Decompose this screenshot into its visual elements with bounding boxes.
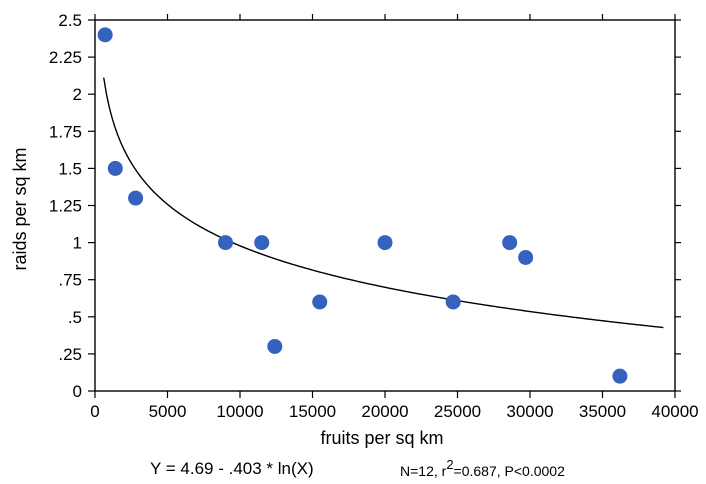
x-tick-label: 25000 bbox=[434, 402, 481, 421]
fit-stats-label: N=12, r2=0.687, P<0.0002 bbox=[400, 457, 565, 479]
data-point bbox=[128, 190, 144, 206]
plot-border bbox=[94, 19, 676, 392]
data-point bbox=[97, 27, 113, 43]
y-tick-label: .75 bbox=[58, 271, 82, 290]
fit-curve-layer bbox=[103, 77, 664, 329]
x-axis-title: fruits per sq km bbox=[320, 428, 443, 448]
data-point bbox=[502, 235, 518, 251]
y-tick-label: 2 bbox=[73, 85, 82, 104]
x-tick-label: 40000 bbox=[651, 402, 698, 421]
y-tick-label: .25 bbox=[58, 345, 82, 364]
y-tick-label: 0 bbox=[73, 382, 82, 401]
data-point bbox=[518, 249, 534, 265]
y-axis-title: raids per sq km bbox=[10, 147, 30, 270]
y-tick-label: 1.75 bbox=[49, 122, 82, 141]
data-point bbox=[267, 338, 283, 354]
y-tick-label: 1.25 bbox=[49, 197, 82, 216]
stats-r-superscript: 2 bbox=[446, 457, 453, 472]
x-tick-label: 5000 bbox=[149, 402, 187, 421]
y-tick-label: 1 bbox=[73, 234, 82, 253]
data-point bbox=[377, 235, 393, 251]
fit-equation-label: Y = 4.69 - .403 * ln(X) bbox=[150, 459, 314, 478]
x-tick-label: 30000 bbox=[506, 402, 553, 421]
data-point bbox=[612, 368, 628, 384]
stats-r2-p: =0.687, P<0.0002 bbox=[454, 463, 566, 479]
data-points-layer bbox=[97, 27, 628, 384]
y-tick-label: 2.25 bbox=[49, 48, 82, 67]
x-axis: 0 5000 10000 15000 20000 25000 30000 35000 40000 bbox=[90, 14, 699, 421]
y-axis: 0 .25 .5 .75 1 1.25 1.5 1.75 2 2.25 2.5 bbox=[49, 11, 681, 401]
plot-frame bbox=[94, 19, 676, 392]
x-tick-label: 0 bbox=[90, 402, 99, 421]
data-point bbox=[218, 235, 233, 251]
x-tick-label: 15000 bbox=[289, 402, 336, 421]
y-tick-label: .5 bbox=[68, 308, 82, 327]
x-tick-label: 35000 bbox=[579, 402, 626, 421]
data-point bbox=[445, 294, 461, 310]
fit-curve bbox=[103, 77, 664, 329]
x-tick-label: 20000 bbox=[361, 402, 408, 421]
data-point bbox=[254, 235, 270, 251]
x-tick-label: 10000 bbox=[216, 402, 263, 421]
data-point bbox=[107, 160, 123, 176]
y-tick-label: 1.5 bbox=[58, 159, 82, 178]
y-tick-label: 2.5 bbox=[58, 11, 82, 30]
data-point bbox=[312, 294, 328, 310]
stats-n-r: N=12, r bbox=[400, 463, 447, 479]
